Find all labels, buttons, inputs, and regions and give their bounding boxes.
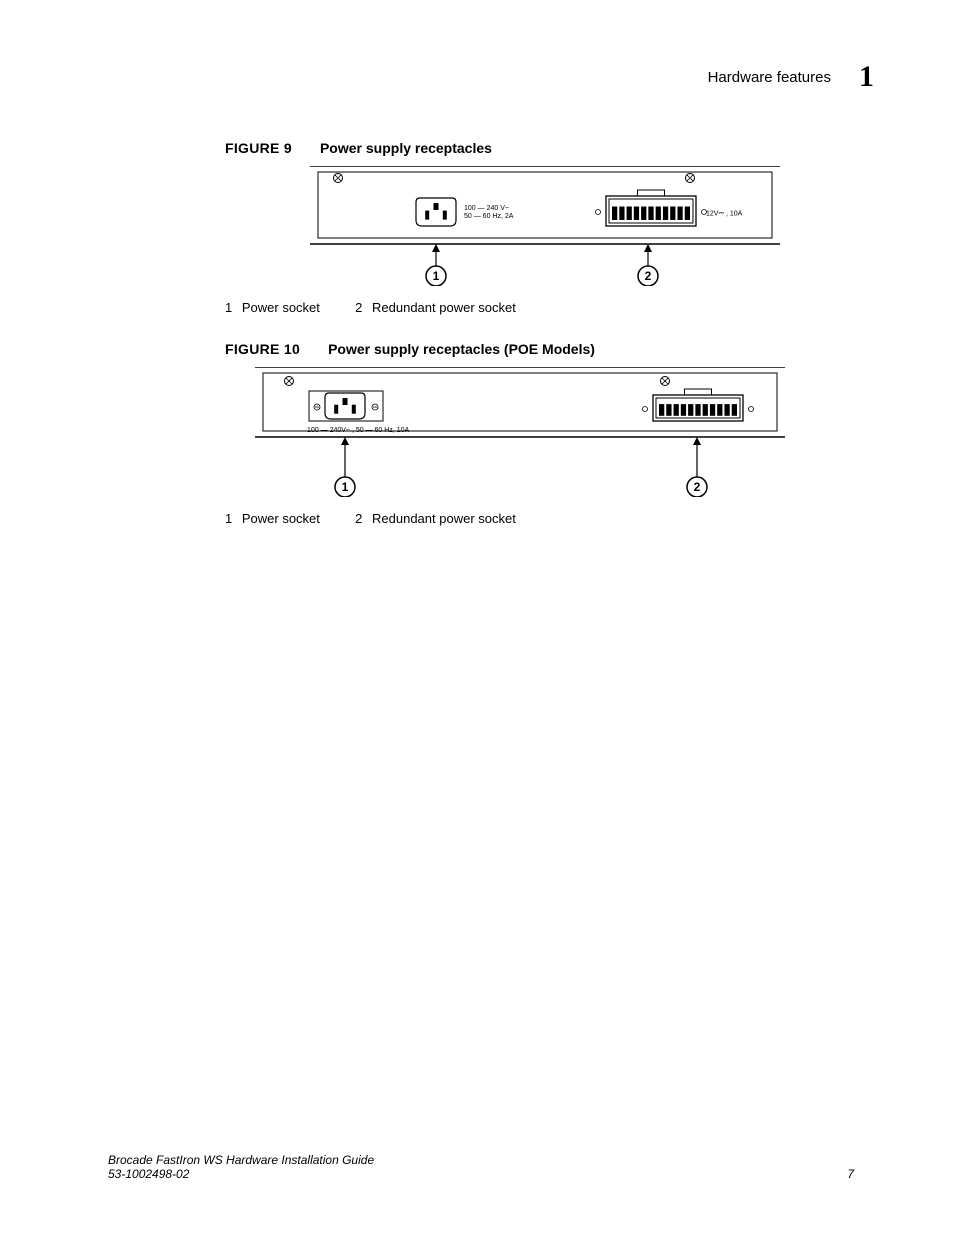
page: Hardware features 1 FIGURE 9 Power suppl… bbox=[0, 0, 954, 1235]
footer-page: 7 bbox=[847, 1167, 854, 1181]
svg-text:100 — 240 V~: 100 — 240 V~ bbox=[464, 205, 509, 212]
section-title: Hardware features bbox=[708, 69, 831, 86]
page-header: Hardware features 1 bbox=[708, 60, 874, 94]
figure9-legend-1-text: Power socket bbox=[242, 300, 320, 315]
figure10-legend-1-num: 1 bbox=[225, 511, 232, 526]
figure9-legend-2-num: 2 bbox=[355, 300, 362, 315]
figure10-diagram: 100 — 240V~ , 50 — 60 Hz, 10A 1 2 bbox=[255, 367, 895, 497]
figure10-legend-2-num: 2 bbox=[355, 511, 362, 526]
content-area: FIGURE 9 Power supply receptacles 100 — … bbox=[225, 140, 865, 552]
page-footer: Brocade FastIron WS Hardware Installatio… bbox=[108, 1153, 854, 1181]
figure10-legend-1-text: Power socket bbox=[242, 511, 320, 526]
figure9-heading: FIGURE 9 Power supply receptacles bbox=[225, 140, 865, 156]
svg-text:12V⎓ , 10A: 12V⎓ , 10A bbox=[706, 211, 743, 218]
figure9-label: FIGURE 9 bbox=[225, 140, 292, 156]
svg-text:2: 2 bbox=[645, 269, 652, 283]
figure10-legend-2-text: Redundant power socket bbox=[372, 511, 516, 526]
svg-text:50 — 60 Hz, 2A: 50 — 60 Hz, 2A bbox=[464, 213, 514, 220]
footer-left: Brocade FastIron WS Hardware Installatio… bbox=[108, 1153, 374, 1181]
figure9-legend: 1 Power socket 2 Redundant power socket bbox=[225, 300, 865, 315]
svg-text:2: 2 bbox=[694, 480, 701, 494]
svg-text:100 — 240V~ , 50 — 60 Hz, 10A: 100 — 240V~ , 50 — 60 Hz, 10A bbox=[307, 427, 409, 434]
figure10-heading: FIGURE 10 Power supply receptacles (POE … bbox=[225, 341, 865, 357]
figure10-label: FIGURE 10 bbox=[225, 341, 300, 357]
figure10-svg: 100 — 240V~ , 50 — 60 Hz, 10A 1 2 bbox=[255, 367, 785, 497]
figure9-svg: 100 — 240 V~50 — 60 Hz, 2A 12V⎓ , 10A 1 2 bbox=[310, 166, 780, 286]
footer-doc: 53-1002498-02 bbox=[108, 1167, 374, 1181]
figure10-legend: 1 Power socket 2 Redundant power socket bbox=[225, 511, 865, 526]
figure9-legend-2-text: Redundant power socket bbox=[372, 300, 516, 315]
figure9-diagram: 100 — 240 V~50 — 60 Hz, 2A 12V⎓ , 10A 1 2 bbox=[225, 166, 865, 286]
svg-text:1: 1 bbox=[342, 480, 349, 494]
figure9-legend-1-num: 1 bbox=[225, 300, 232, 315]
figure9-title: Power supply receptacles bbox=[320, 140, 492, 156]
svg-text:1: 1 bbox=[433, 269, 440, 283]
chapter-number: 1 bbox=[859, 60, 874, 94]
footer-title: Brocade FastIron WS Hardware Installatio… bbox=[108, 1153, 374, 1167]
figure10-title: Power supply receptacles (POE Models) bbox=[328, 341, 595, 357]
